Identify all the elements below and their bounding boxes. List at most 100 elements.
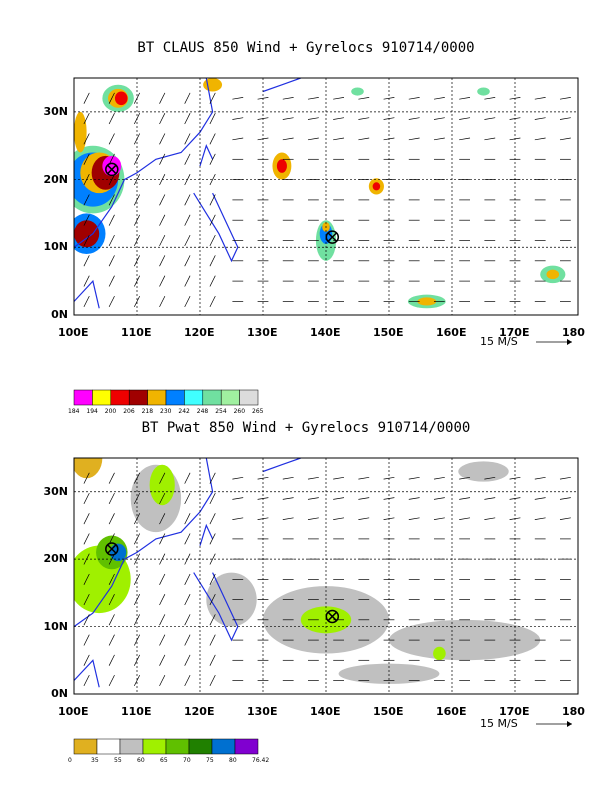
y-tick-label: 0N: [51, 308, 68, 321]
colorbar-swatch: [220, 389, 240, 406]
wind-vector: [108, 194, 115, 206]
wind-vector: [459, 476, 471, 480]
wind-vector: [534, 97, 546, 100]
wind-vector: [184, 674, 191, 687]
wind-vector: [83, 533, 90, 545]
field-blob: [546, 269, 560, 280]
wind-vector: [209, 634, 216, 646]
wind-vector: [159, 513, 166, 525]
wind-vector: [184, 513, 191, 525]
field-blob: [338, 663, 440, 684]
colorbar-label: 194: [86, 408, 98, 415]
coastline: [74, 458, 214, 628]
x-tick-label: 120E: [184, 705, 215, 718]
gyre-location-marker: [325, 230, 340, 244]
colorbar-label: 218: [141, 408, 154, 415]
wind-vector: [83, 275, 90, 287]
wind-vector: [184, 472, 191, 484]
x-tick-label: 100E: [58, 326, 89, 339]
field-blob: [149, 464, 175, 506]
colorbar-label: 206: [123, 408, 135, 415]
wind-vector: [307, 497, 319, 500]
colorbar-label: 248: [196, 408, 209, 415]
colorbar-label: 184: [68, 408, 80, 415]
wind-vector: [83, 92, 90, 104]
coastline: [262, 458, 302, 473]
wind-vector: [358, 117, 370, 120]
wind-vector: [559, 476, 571, 480]
coastline: [199, 144, 214, 167]
gyre-location-marker: [105, 542, 119, 556]
colorbar-swatch: [202, 389, 222, 406]
y-tick-label: 30N: [43, 104, 68, 118]
wind-vector: [133, 295, 141, 308]
wind-vector: [307, 476, 319, 480]
wind-vector: [83, 194, 90, 206]
field-blob: [203, 78, 223, 92]
colorbar-swatch: [165, 738, 190, 755]
wind-vector: [232, 497, 244, 500]
wind-vector: [282, 517, 294, 520]
wind-vector: [484, 97, 496, 100]
wind-vector: [108, 255, 115, 267]
wind-vector: [484, 137, 496, 141]
wind-vector: [209, 513, 216, 525]
x-tick-label: 160E: [436, 326, 467, 339]
wind-vector: [209, 275, 216, 287]
wind-vector: [209, 533, 216, 545]
coastline: [74, 659, 100, 688]
wind-vector: [433, 117, 445, 120]
colorbar-label: 76.42: [252, 757, 270, 764]
wind-vector: [307, 137, 319, 141]
wind-vector: [209, 594, 216, 606]
wind-vector: [108, 573, 115, 585]
wind-vector: [159, 492, 166, 505]
wind-vector: [159, 614, 166, 626]
wind-vector: [408, 476, 420, 480]
field-blob: [74, 458, 103, 479]
wind-vector: [559, 137, 571, 141]
wind-vector: [209, 492, 216, 505]
wind-vector: [133, 255, 141, 267]
wind-vector: [159, 573, 166, 585]
field-blob: [74, 220, 100, 248]
wind-vector: [184, 153, 191, 165]
wind-vector: [159, 194, 166, 206]
wind-vector: [282, 476, 294, 480]
wind-vector: [534, 117, 546, 120]
x-tick-label: 130E: [247, 326, 278, 339]
colorbar-label: 75: [206, 757, 214, 764]
wind-vector: [184, 573, 191, 585]
wind-vector: [209, 255, 216, 267]
wind-vector: [108, 492, 115, 505]
shaded-field-2: [74, 458, 571, 688]
wind-vector: [83, 594, 90, 606]
colorbar-swatch: [110, 389, 130, 406]
wind-vector: [184, 133, 191, 145]
wind-vector: [83, 614, 90, 626]
coastline: [193, 572, 239, 642]
x-tick-label: 180: [562, 326, 585, 339]
wind-vector: [209, 234, 216, 247]
wind-vector: [108, 634, 115, 646]
wind-vector: [408, 497, 420, 500]
wind-vector: [209, 214, 216, 226]
wind-vector: [184, 275, 191, 287]
wind-vector: [459, 97, 471, 100]
wind-vector: [184, 194, 191, 206]
wind-vector: [307, 517, 319, 520]
wind-vector: [83, 133, 90, 145]
field-blob: [477, 87, 490, 96]
wind-vector: [184, 255, 191, 267]
wind-vector: [534, 497, 546, 500]
colorbar-swatch: [211, 738, 236, 755]
wind-vector: [333, 517, 345, 520]
x-tick-label: 170E: [499, 705, 530, 718]
wind-vector: [108, 594, 115, 606]
wind-vector: [459, 517, 471, 520]
wind-vector: [184, 113, 191, 125]
wind-vector: [159, 92, 166, 104]
field-blob: [276, 159, 287, 173]
wind-vector: [108, 295, 115, 308]
